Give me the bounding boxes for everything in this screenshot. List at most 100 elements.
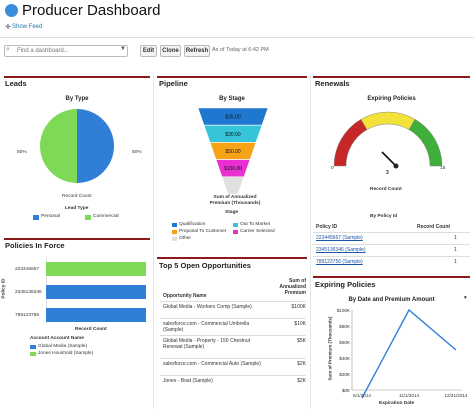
table-row-line [160,358,306,359]
opportunity-value: $10K [294,321,306,327]
legend-label-proposal: Proposal To Customer [179,229,227,234]
chevron-down-icon[interactable]: ▼ [463,296,468,301]
legend-swatch-jones [30,352,36,356]
legend-label-jones: Jones Houshold (Sample) [38,351,94,356]
pipeline-stage-label: Stage [225,210,239,215]
legend-label-qualification: Qualification [179,222,206,227]
opportunity-value: $5K [297,338,306,344]
legend-label-personal: Personal [41,214,60,219]
y-tick-label: $80K [339,324,351,329]
renewals-gauge-chart[interactable] [330,108,450,174]
renewals-divider [313,76,470,78]
opportunity-value: $2K [297,378,306,384]
policies-x-axis-label: Record Count [75,327,107,332]
y-tick-label: $20K [339,372,351,377]
policy-count: 1 [454,259,457,265]
policies-divider [4,238,150,240]
pie-slice-commercial [40,109,77,183]
dashboard-search-input[interactable]: Find a dashboard... [4,45,128,57]
col-header-policy-id: Policy ID [316,224,338,230]
policy-tick-label: 2345136346 [15,290,42,295]
chevron-down-icon[interactable]: ▼ [120,46,126,52]
pie-label-left: 50% [17,150,27,155]
opportunity-name[interactable]: salesforce.com - Commercial Umbrella (Sa… [163,321,250,333]
show-feed-link[interactable]: Show Feed [12,24,43,30]
policy-bar [46,308,146,322]
table-row-line [313,244,470,245]
y-tick-label: $100K [337,308,351,313]
table-row-line [160,335,306,336]
legend-swatch-out-to-market [233,223,238,227]
gauge-min-label: 0 [331,166,334,171]
policy-bar [46,262,146,276]
policy-count: 1 [454,235,457,241]
legend-swatch-carrier-selected [233,230,238,234]
leads-legend-title: Lead Type [65,206,89,211]
funnel-value-label: $100.00 [224,166,242,172]
policy-bar [46,285,146,299]
legend-swatch-other [172,237,177,241]
pipeline-chart-title: By Stage [219,96,245,102]
policies-legend-header: Account Account Name [30,336,84,341]
legend-label-commercial: Commercial [93,214,119,219]
y-tick-label: $40K [339,356,351,361]
pie-label-right: 50% [132,150,142,155]
gauge-record-count-label: Record Count [370,187,402,192]
leads-pie-chart[interactable] [4,104,150,184]
gauge-band [360,111,416,130]
legend-label-carrier-selected: Carrier Selected [240,229,275,234]
y-tick-label: $0K [342,388,351,393]
policy-link[interactable]: 223445667 (Sample) [316,235,363,241]
page-title: Producer Dashboard [22,2,161,19]
expiring-series-line [361,308,457,399]
expiring-line-chart[interactable]: $0K $20K $40K $60K $80K $100K 5/1/2014 11/1/201… [332,306,468,408]
leads-record-count-label: Record Count [62,194,92,199]
opportunity-name[interactable]: Global Media - Workers Comp (Sample) [163,304,252,310]
expiring-section-title: Expiring Policies [315,280,376,289]
table-row-line [313,256,470,257]
opportunity-name[interactable]: Global Media - Property - 150 Chestnut R… [163,338,250,350]
leads-chart-title: By Type [65,96,89,102]
pipeline-funnel-chart[interactable]: $35.00 $30.00 $50.00 $100.00 [195,108,271,196]
policy-tick-label: 789123756 [15,313,40,318]
expiring-chart-title: By Date and Premium Amount [348,297,435,303]
dashboard-logo-icon [5,4,18,17]
policy-link[interactable]: 2345136346 (Sample) [316,247,366,253]
funnel-value-label: $35.00 [225,115,241,121]
y-tick-label: $60K [339,340,351,345]
gauge-hub [393,163,399,169]
gauge-max-label: 15 [440,166,446,171]
table-row-line [160,318,306,319]
refresh-button[interactable]: Refresh [184,45,210,57]
legend-swatch-personal [33,215,39,220]
expiring-x-axis-label: Expiration Date [379,401,415,406]
legend-swatch-global-media [30,345,36,349]
table-header-line [313,232,470,233]
pipeline-section-title: Pipeline [159,79,188,88]
column-separator [310,76,311,409]
legend-swatch-commercial [85,215,91,220]
expiring-divider [313,276,470,278]
legend-swatch-qualification [172,223,177,227]
pipeline-divider [157,76,307,78]
feed-icon: ✚ [5,24,11,31]
policy-link[interactable]: 789123756 (Sample) [316,259,363,265]
table-header-line [160,301,306,302]
x-tick-label: 11/1/2014 [399,393,420,398]
opportunity-name[interactable]: salesforce.com - Commercial Auto (Sample… [163,361,261,367]
column-separator [153,76,154,409]
x-tick-label: 12/31/2014 [445,393,468,398]
leads-section-title: Leads [5,79,27,88]
pipeline-value-label: Sum of Annualized Premium (Thousands) [209,195,261,206]
leads-divider [4,76,150,78]
funnel-value-label: $50.00 [225,149,241,155]
clone-button[interactable]: Clone [160,45,181,57]
edit-button[interactable]: Edit [140,45,157,57]
legend-label-global-media: Global Media (Sample) [38,344,88,349]
gauge-band [333,118,368,167]
opportunities-section-title: Top 5 Open Opportunities [159,261,251,270]
opportunity-name[interactable]: Jones - Boat (Sample) [163,378,213,384]
search-icon: ⌕ [6,46,10,53]
policies-bar-chart[interactable] [46,258,150,326]
legend-label-other: Other [179,236,191,241]
